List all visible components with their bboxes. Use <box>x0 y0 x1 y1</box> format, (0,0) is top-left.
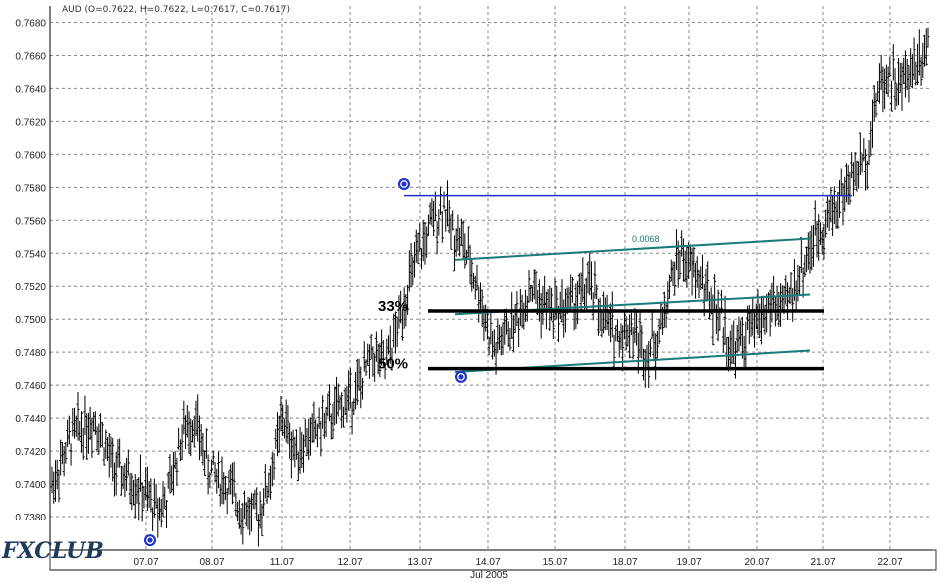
x-tick-label: 18.07 <box>612 557 637 568</box>
y-tick-label: 0.7380 <box>15 513 46 524</box>
x-tick-label: 11.07 <box>270 557 295 568</box>
y-tick-label: 0.7680 <box>15 18 46 29</box>
x-tick-label: 07.07 <box>133 557 158 568</box>
extremum-marker <box>144 534 156 547</box>
extremum-marker <box>455 370 467 383</box>
y-tick-label: 0.7420 <box>15 447 46 458</box>
y-tick-label: 0.7660 <box>15 51 46 62</box>
y-tick-label: 0.7400 <box>15 480 46 491</box>
extremum-marker-label: 0 <box>458 372 463 382</box>
x-tick-label: 19.07 <box>676 557 701 568</box>
extremum-marker-label: 0 <box>401 180 406 190</box>
x-tick-label: 12.07 <box>337 557 362 568</box>
axes: 07.07 08.07 11.07 12.07 13.07 14.07 15.07 18.07… <box>15 6 937 581</box>
support-level-label: 33% <box>378 298 408 315</box>
channel-width-label: 0.0068 <box>632 234 660 244</box>
y-tick-label: 0.7580 <box>15 183 46 194</box>
fxclub-logo: FXCLUB <box>0 520 104 582</box>
price-bars <box>50 27 930 547</box>
x-tick-label: 08.07 <box>199 557 224 568</box>
y-tick-label: 0.7640 <box>15 84 46 95</box>
x-tick-label: 13.07 <box>407 557 432 568</box>
y-tick-label: 0.7560 <box>15 216 46 227</box>
x-tick-label: 22.07 <box>877 557 902 568</box>
extremum-marker-ring <box>457 373 465 381</box>
y-tick-label: 0.7620 <box>15 117 46 128</box>
y-tick-label: 0.7500 <box>15 315 46 326</box>
month-label: Jul 2005 <box>470 570 508 581</box>
y-tick-label: 0.7540 <box>15 249 46 260</box>
y-tick-label: 0.7600 <box>15 150 46 161</box>
extremum-marker-ring <box>146 536 154 544</box>
annotation-lines: 0.0068 33% 50% 0 0 0 <box>144 178 852 547</box>
ohlc-legend: AUD (O=0.7622, H=0.7622, L=0.7617, C=0.7… <box>62 5 290 15</box>
channel-upper-line <box>454 237 813 261</box>
y-tick-label: 0.7480 <box>15 348 46 359</box>
x-tick-label: 15.07 <box>542 557 567 568</box>
logo-text: FXCLUB <box>1 538 104 564</box>
support-level-label: 50% <box>378 356 408 373</box>
extremum-marker-ring <box>400 180 408 188</box>
y-tick-label: 0.7520 <box>15 282 46 293</box>
x-tick-label: 14.07 <box>475 557 500 568</box>
x-tick-label: 21.07 <box>810 557 835 568</box>
extremum-marker <box>398 178 410 191</box>
extremum-marker-label: 0 <box>147 536 152 546</box>
y-tick-label: 0.7440 <box>15 414 46 425</box>
x-tick-label: 20.07 <box>744 557 769 568</box>
y-tick-label: 0.7460 <box>15 381 46 392</box>
